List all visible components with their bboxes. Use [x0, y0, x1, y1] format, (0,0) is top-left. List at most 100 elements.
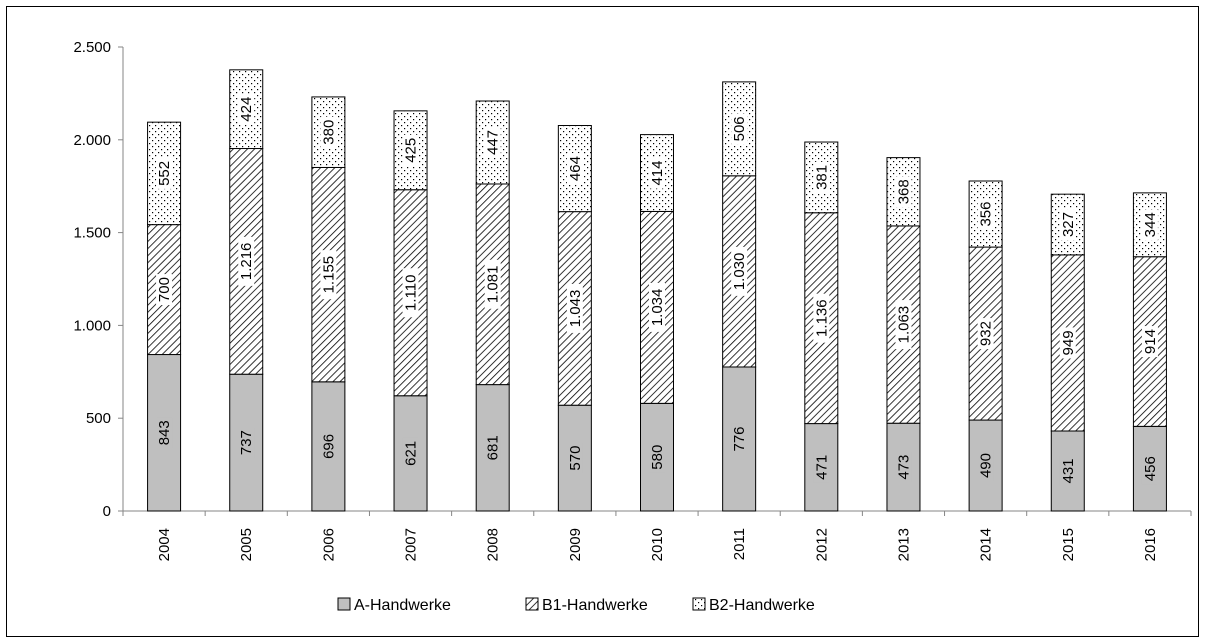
data-label-bg	[402, 437, 419, 469]
data-label-b1-handwerke-2014: 932	[978, 321, 995, 346]
data-label-b2-handwerke-2009: 464	[567, 156, 584, 181]
y-tick-label: 0	[103, 503, 111, 520]
data-label-bg	[813, 293, 830, 343]
x-tick-label: 2004	[156, 528, 173, 561]
data-label-b1-handwerke-2008: 1.081	[485, 266, 502, 304]
data-label-bg	[1059, 455, 1076, 487]
data-label-bg	[320, 250, 337, 300]
y-tick-label: 1.000	[73, 317, 111, 334]
data-label-bg	[566, 442, 583, 474]
data-label-a-handwerke-2008: 681	[485, 435, 502, 460]
data-label-bg	[895, 176, 912, 208]
y-tick-label: 2.500	[73, 39, 111, 56]
data-label-bg	[895, 300, 912, 350]
x-tick-label: 2010	[649, 528, 666, 561]
data-label-b2-handwerke-2014: 356	[978, 202, 995, 227]
data-label-bg	[1141, 326, 1158, 358]
data-label-bg	[731, 423, 748, 455]
data-label-bg	[977, 450, 994, 482]
data-label-bg	[977, 318, 994, 350]
x-tick-label: 2006	[320, 528, 337, 561]
x-tick-label: 2015	[1060, 528, 1077, 561]
data-label-a-handwerke-2014: 490	[978, 453, 995, 478]
data-label-a-handwerke-2010: 580	[649, 445, 666, 470]
data-label-a-handwerke-2006: 696	[320, 434, 337, 459]
data-label-bg	[813, 161, 830, 193]
bars: 843 700 552 737 1.216 424 696 1.155 380 621 1.110 4…	[147, 69, 1167, 512]
data-label-b1-handwerke-2004: 700	[156, 277, 173, 302]
data-label-b1-handwerke-2007: 1.110	[403, 275, 420, 311]
x-tick-label: 2011	[731, 528, 748, 560]
x-tick-label: 2005	[238, 528, 255, 561]
legend-label-a-handwerke: A-Handwerke	[354, 597, 451, 614]
x-tick-label: 2008	[485, 528, 502, 561]
data-label-bg	[156, 417, 173, 449]
data-label-bg	[238, 427, 255, 459]
data-label-a-handwerke-2012: 471	[813, 455, 830, 480]
data-label-b2-handwerke-2006: 380	[320, 120, 337, 145]
data-label-b1-handwerke-2009: 1.043	[567, 290, 584, 328]
data-label-bg	[238, 236, 255, 286]
data-label-b1-handwerke-2006: 1.155	[320, 256, 337, 294]
data-label-a-handwerke-2005: 737	[238, 430, 255, 455]
legend-swatch-b2-handwerke	[692, 597, 706, 611]
data-label-a-handwerke-2015: 431	[1060, 458, 1077, 483]
data-label-b2-handwerke-2004: 552	[156, 161, 173, 186]
data-label-a-handwerke-2013: 473	[895, 455, 912, 480]
data-label-bg	[1059, 209, 1076, 241]
y-tick-label: 1.500	[73, 225, 111, 242]
legend-label-b1-handwerke: B1-Handwerke	[542, 597, 648, 614]
data-label-bg	[649, 282, 665, 332]
bar-b2-handwerke-2016	[1132, 192, 1167, 258]
data-label-bg	[566, 283, 583, 333]
legend: A-Handwerke B1-Handwerke B2-Handwerke	[337, 597, 815, 614]
legend-swatch-a-handwerke	[337, 597, 351, 611]
x-tick-label: 2013	[895, 528, 912, 561]
data-label-b1-handwerke-2013: 1.063	[895, 306, 912, 344]
data-label-a-handwerke-2007: 621	[403, 441, 420, 466]
data-label-b2-handwerke-2005: 424	[238, 97, 255, 122]
data-label-b1-handwerke-2011: 1.030	[731, 253, 748, 291]
data-label-bg	[320, 430, 337, 462]
x-tick-label: 2007	[403, 528, 420, 561]
data-label-bg	[320, 116, 337, 148]
data-label-bg	[156, 274, 173, 306]
x-axis: 2004 2005 2006 2007 2008 2009 2010 2011 2012 2013…	[122, 510, 1192, 561]
data-label-bg	[1059, 327, 1076, 359]
y-tick-label: 500	[86, 410, 111, 427]
data-label-bg	[402, 268, 419, 318]
data-label-b1-handwerke-2012: 1.136	[813, 299, 830, 337]
data-label-bg	[238, 93, 255, 125]
data-label-bg	[895, 451, 912, 483]
data-label-bg	[484, 259, 501, 309]
data-label-bg	[813, 451, 830, 483]
data-label-bg	[649, 441, 665, 473]
x-tick-label: 2014	[978, 528, 995, 561]
data-label-b2-handwerke-2011: 506	[731, 116, 748, 141]
data-label-a-handwerke-2011: 776	[731, 426, 748, 451]
x-tick-label: 2012	[813, 528, 830, 561]
data-label-b2-handwerke-2008: 447	[485, 130, 502, 155]
data-label-b2-handwerke-2010: 414	[649, 161, 666, 186]
data-label-a-handwerke-2009: 570	[567, 446, 584, 471]
data-label-b2-handwerke-2012: 381	[813, 165, 830, 190]
data-label-bg	[649, 157, 665, 189]
data-label-a-handwerke-2016: 456	[1142, 456, 1159, 481]
data-label-b2-handwerke-2007: 425	[403, 138, 420, 163]
data-label-bg	[1141, 209, 1158, 241]
bar-b1-handwerke-2011	[722, 175, 757, 368]
data-label-bg	[977, 198, 994, 230]
chart-frame: 0 500 1.000 1.500 2.000 2.500 2004 2005 2006 200…	[6, 6, 1199, 637]
data-label-b1-handwerke-2005: 1.216	[238, 243, 255, 281]
data-label-bg	[484, 126, 501, 158]
data-label-b2-handwerke-2013: 368	[895, 179, 912, 204]
data-label-b1-handwerke-2015: 949	[1060, 330, 1077, 355]
data-label-bg	[1141, 453, 1158, 485]
legend-label-b2-handwerke: B2-Handwerke	[709, 597, 815, 614]
data-label-b2-handwerke-2016: 344	[1142, 212, 1159, 237]
data-label-bg	[484, 432, 501, 464]
data-label-bg	[731, 246, 748, 296]
y-axis: 0 500 1.000 1.500 2.000 2.500	[73, 39, 124, 520]
x-tick-label: 2016	[1142, 528, 1159, 561]
